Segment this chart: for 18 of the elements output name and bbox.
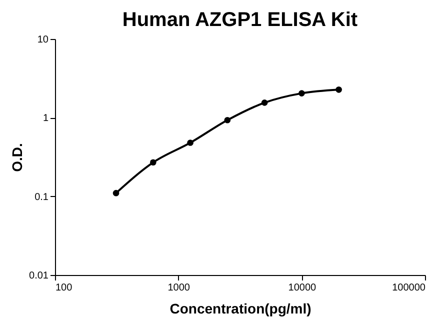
x-tick-label: 100000 (392, 282, 426, 294)
point (224, 116, 231, 124)
point (261, 100, 268, 106)
point (150, 159, 156, 166)
y-axis-title: O.D. (9, 143, 26, 172)
x-tick-label: 1000 (168, 282, 190, 294)
point (298, 90, 305, 96)
point (336, 86, 342, 93)
x-tick-label: 10000 (288, 282, 317, 294)
y-tick-label: 0.1 (34, 192, 49, 203)
y-tick-label: 1 (42, 113, 49, 124)
y-tick-label: 0.01 (29, 270, 49, 282)
x-tick-label: 100 (56, 282, 73, 294)
point (187, 140, 194, 146)
y-tick-label: 10 (37, 34, 49, 46)
chart-title: Human AZGP1 ELISA Kit (122, 9, 358, 31)
x-axis-title: Concentration(pg/ml) (170, 300, 312, 316)
point (112, 190, 120, 196)
